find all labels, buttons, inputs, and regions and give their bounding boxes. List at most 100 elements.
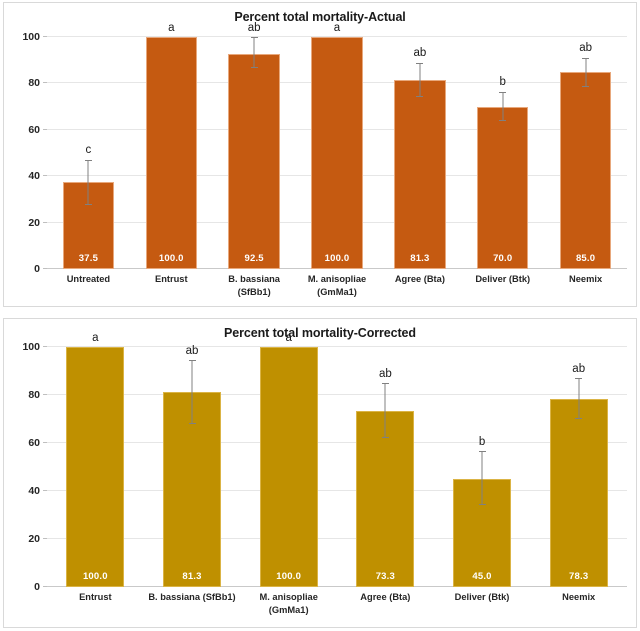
x-axis-label-line: Untreated	[66, 274, 111, 284]
y-axis-tick-mark	[43, 175, 47, 177]
bar[interactable]: 78.3	[549, 399, 608, 587]
x-axis-label: M. anisopliae (GmMa1)	[240, 591, 337, 616]
bar-slot: 45.0 b	[434, 347, 531, 587]
x-axis-label-line: (GmMa1)	[268, 604, 309, 615]
bar[interactable]: 81.3	[394, 80, 446, 269]
significance-letter: ab	[413, 47, 427, 60]
error-bar-cap-top	[381, 383, 389, 385]
gridline	[47, 586, 627, 587]
bar-value-label: 70.0	[493, 253, 513, 264]
y-axis-tick-label: 100	[22, 31, 40, 43]
error-bar	[499, 91, 507, 121]
significance-letter: ab	[579, 42, 592, 55]
error-bar	[575, 378, 583, 419]
significance-letter: ab	[247, 21, 261, 34]
bar[interactable]: 85.0	[559, 71, 612, 269]
bar-slot: 100.0 a	[47, 332, 144, 587]
gridline	[47, 346, 627, 347]
y-axis-tick-mark	[43, 82, 47, 84]
chart-title-corrected: Percent total mortality-Corrected	[224, 326, 416, 340]
y-axis-tick-mark	[43, 128, 47, 130]
significance-letter: ab	[185, 344, 199, 357]
error-bar-cap-bottom	[188, 422, 196, 424]
bar-value-label: 85.0	[575, 253, 596, 264]
bar[interactable]: 100.0	[145, 37, 197, 269]
bar[interactable]: 70.0	[477, 106, 529, 269]
bar[interactable]: 73.3	[356, 411, 415, 587]
y-axis-tick-mark	[43, 221, 47, 223]
bar[interactable]: 100.0	[311, 37, 363, 269]
x-axis-label-line: Neemix	[569, 274, 603, 284]
bar[interactable]: 100.0	[259, 347, 318, 587]
x-axis-label: Deliver (Btk)	[461, 273, 544, 298]
error-bar-cap-top	[84, 159, 92, 161]
x-axis-label-line: Deliver (Btk)	[475, 274, 531, 284]
bar-value-label: 73.3	[375, 571, 395, 582]
bar-slot: 100.0 a	[296, 22, 379, 269]
significance-letter: a	[285, 331, 292, 344]
bar-value-label: 100.0	[82, 571, 108, 582]
bar-slot: 73.3 ab	[337, 347, 434, 587]
error-bar-cap-bottom	[478, 504, 486, 506]
bar-value-label: 100.0	[324, 253, 350, 264]
x-axis-label-line: Entrust	[79, 592, 112, 602]
error-bar-cap-top	[575, 378, 583, 380]
x-axis-labels-actual: Untreated Entrust B. bassiana (SfBb1) M. ani…	[47, 273, 627, 298]
significance-letter: b	[478, 435, 486, 448]
x-axis-label-line: Neemix	[562, 592, 596, 602]
bar-slot: 70.0 b	[461, 37, 544, 269]
error-bar-cap-top	[499, 91, 507, 93]
bar-slot: 92.5 ab	[213, 22, 296, 269]
error-bar-cap-bottom	[416, 96, 424, 98]
x-axis-labels-corrected: Entrust B. bassiana (SfBb1) M. anisopliae (…	[47, 591, 627, 616]
error-bar-cap-bottom	[381, 437, 389, 439]
error-bar	[250, 37, 258, 69]
bar[interactable]: 100.0	[66, 347, 125, 587]
error-bar-cap-bottom	[84, 204, 92, 206]
error-bar-cap-top	[582, 57, 590, 59]
y-axis-tick-label: 0	[34, 581, 40, 593]
y-axis-tick-mark	[43, 36, 47, 37]
bar[interactable]: 92.5	[228, 54, 280, 269]
error-bar-cap-top	[188, 360, 196, 362]
chart-panel-actual: Percent total mortality-Actual 0 20 40 60 80…	[3, 2, 637, 307]
significance-letter: ab	[378, 367, 392, 380]
chart-title-actual: Percent total mortality-Actual	[234, 10, 406, 24]
x-axis-label: Neemix	[544, 273, 627, 298]
y-axis-tick-label: 20	[28, 533, 40, 545]
bar-value-label: 45.0	[472, 571, 492, 582]
x-axis-label: Entrust	[47, 591, 144, 616]
error-bar	[416, 62, 424, 98]
y-axis-tick-mark	[43, 442, 47, 443]
bar-series: 37.5 c 100.0 a 92.5 ab 100.0 a 81.3 ab 70.0 b 85.0 ab	[47, 22, 627, 269]
significance-letter: c	[85, 144, 92, 157]
error-bar	[84, 159, 92, 206]
x-axis-label-line: Deliver (Btk)	[454, 592, 510, 602]
bar[interactable]: 81.3	[163, 391, 221, 587]
x-axis-label: Entrust	[130, 273, 213, 298]
x-axis-label: Agree (Bta)	[378, 273, 461, 298]
gridline	[47, 490, 627, 491]
y-axis-tick-mark	[43, 346, 47, 347]
x-axis-label: B. bassiana (SfBb1)	[213, 273, 296, 298]
significance-letter: a	[92, 331, 99, 344]
bar-value-label: 37.5	[78, 253, 99, 264]
y-axis-tick-label: 80	[28, 77, 40, 90]
plot-area-actual: 0 20 40 60 80 100 37.5 c 100.0 a 92.5 ab 100.0 a 81.3 a…	[22, 22, 627, 275]
significance-letter: a	[168, 21, 175, 34]
y-axis-tick-mark	[43, 490, 47, 491]
bar-slot: 81.3 ab	[378, 37, 461, 269]
gridline	[47, 394, 627, 395]
error-bar-cap-top	[416, 62, 424, 64]
bar-series: 100.0 a 81.3 ab 100.0 a 73.3 ab 45.0 b 78.3 ab	[47, 332, 627, 587]
y-axis-tick-mark	[43, 538, 47, 539]
y-axis-tick-mark	[43, 394, 47, 395]
x-axis-label: Neemix	[530, 591, 627, 616]
significance-letter: ab	[572, 362, 586, 375]
y-axis-tick-mark	[43, 586, 47, 587]
significance-letter: b	[499, 76, 506, 89]
x-axis-label-line: M. anisopliae	[307, 274, 367, 284]
bar-value-label: 81.3	[410, 253, 430, 264]
x-axis-label-line: M. anisopliae	[259, 592, 318, 602]
